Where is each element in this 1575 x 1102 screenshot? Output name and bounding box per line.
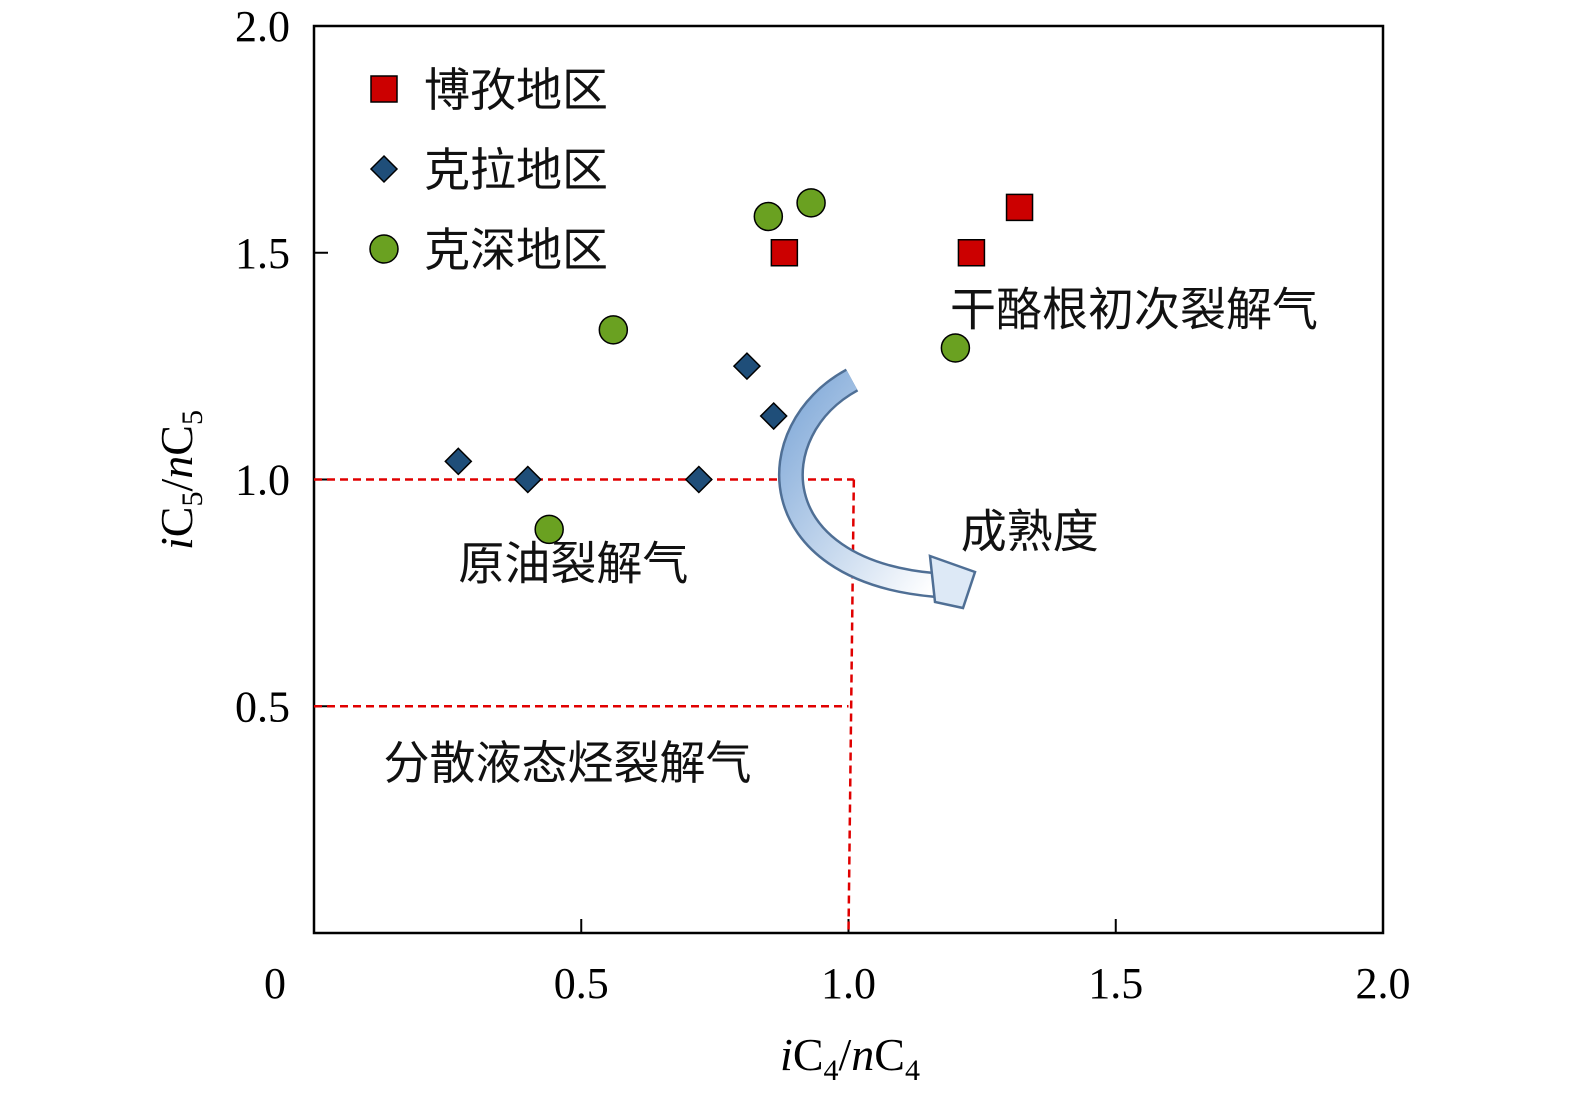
data-point-circle — [940, 333, 971, 363]
region-annotation: 成熟度 — [961, 505, 1099, 559]
data-point-diamond — [684, 465, 713, 494]
region-annotation: 分散液态烃裂解气 — [383, 736, 751, 790]
data-point-diamond — [732, 352, 762, 381]
y-axis-label: iC5/nC5 — [151, 410, 209, 550]
legend-marker-square — [370, 75, 398, 103]
legend-label: 克拉地区 — [424, 143, 608, 197]
legend-label: 博孜地区 — [424, 63, 608, 117]
data-point-circle — [753, 201, 784, 232]
data-point-square — [957, 239, 986, 267]
data-point-circle — [534, 514, 564, 545]
data-point-circle — [598, 315, 629, 345]
legend-marker-diamond — [369, 154, 399, 184]
data-point-diamond — [444, 447, 473, 476]
boundary-dashed-line — [847, 479, 856, 934]
legend-label: 克深地区 — [424, 223, 608, 277]
data-point-square — [1005, 193, 1034, 222]
legend-marker-circle — [369, 234, 399, 264]
x-tick-label: 0.5 — [554, 959, 609, 1008]
x-tick-label: 2.0 — [1356, 959, 1411, 1008]
region-annotation: 干酪根初次裂解气 — [950, 282, 1318, 336]
data-point-diamond — [513, 465, 542, 494]
maturity-arrow — [777, 368, 977, 610]
y-tick-label: 2.0 — [235, 2, 290, 51]
x-tick-label: 1.0 — [821, 959, 876, 1008]
data-point-square — [770, 239, 799, 267]
data-point-circle — [796, 188, 826, 218]
y-tick-label: 0.5 — [235, 682, 290, 731]
y-tick-label: 1.5 — [235, 229, 290, 278]
region-annotation: 原油裂解气 — [458, 536, 688, 590]
data-point-diamond — [759, 401, 788, 431]
x-tick-label: 1.5 — [1088, 959, 1143, 1008]
x-axis-label: iC4/nC4 — [780, 1029, 920, 1087]
y-tick-label: 1.0 — [235, 456, 290, 505]
x-tick-label: 0 — [264, 959, 286, 1008]
